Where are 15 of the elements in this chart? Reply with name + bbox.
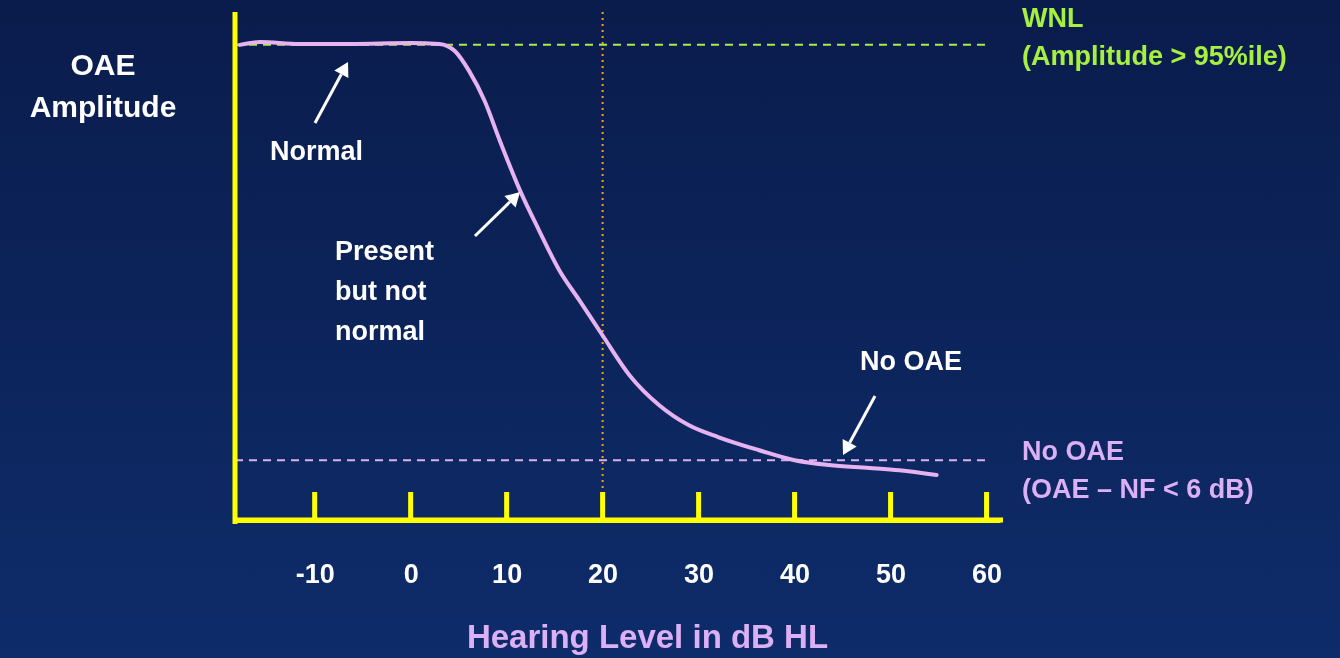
x-tick-label: -10 xyxy=(295,559,335,590)
x-tick-label: 40 xyxy=(780,559,811,590)
x-tick-label: 50 xyxy=(876,559,907,590)
annotation: Present but not normal xyxy=(335,236,435,346)
annotation: Normal xyxy=(270,136,364,166)
x-tick-label: 0 xyxy=(403,559,419,590)
x-tick-label: 20 xyxy=(588,559,619,590)
ref-line-label: No OAE (OAE – NF < 6 dB) xyxy=(1022,436,1254,505)
x-tick-label: 30 xyxy=(684,559,715,590)
x-tick-label: 60 xyxy=(972,559,1003,590)
x-tick-label: 10 xyxy=(492,559,523,590)
ref-line-label: WNL (Amplitude > 95%ile) xyxy=(1022,2,1287,71)
annotation: No OAE xyxy=(860,346,963,376)
y-axis-title: OAE Amplitude xyxy=(29,48,177,123)
x-axis-title: Hearing Level in dB HL xyxy=(466,618,829,655)
